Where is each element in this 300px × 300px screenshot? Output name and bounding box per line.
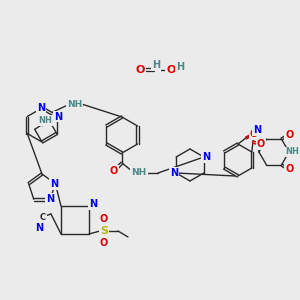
- Text: N: N: [37, 103, 45, 113]
- Text: N: N: [89, 199, 97, 209]
- Text: O: O: [250, 129, 258, 139]
- Text: N: N: [50, 179, 58, 189]
- Text: S: S: [100, 226, 108, 236]
- Text: H: H: [152, 60, 160, 70]
- Text: N: N: [253, 125, 261, 135]
- Text: NH: NH: [38, 116, 52, 125]
- Text: N: N: [46, 194, 54, 204]
- Text: NH: NH: [67, 100, 82, 109]
- Text: N: N: [202, 152, 210, 162]
- Text: O: O: [285, 130, 294, 140]
- Text: H: H: [176, 62, 184, 72]
- Text: NH: NH: [131, 169, 147, 178]
- Text: O: O: [135, 65, 145, 75]
- Text: O: O: [100, 238, 108, 248]
- Text: N: N: [170, 168, 178, 178]
- Text: O: O: [257, 139, 265, 149]
- Text: O: O: [110, 166, 118, 176]
- Text: O: O: [285, 164, 294, 174]
- Text: C: C: [40, 214, 46, 223]
- Text: NH: NH: [285, 148, 299, 157]
- Text: N: N: [35, 223, 43, 233]
- Text: O: O: [166, 65, 176, 75]
- Text: O: O: [100, 214, 108, 224]
- Text: N: N: [54, 112, 62, 122]
